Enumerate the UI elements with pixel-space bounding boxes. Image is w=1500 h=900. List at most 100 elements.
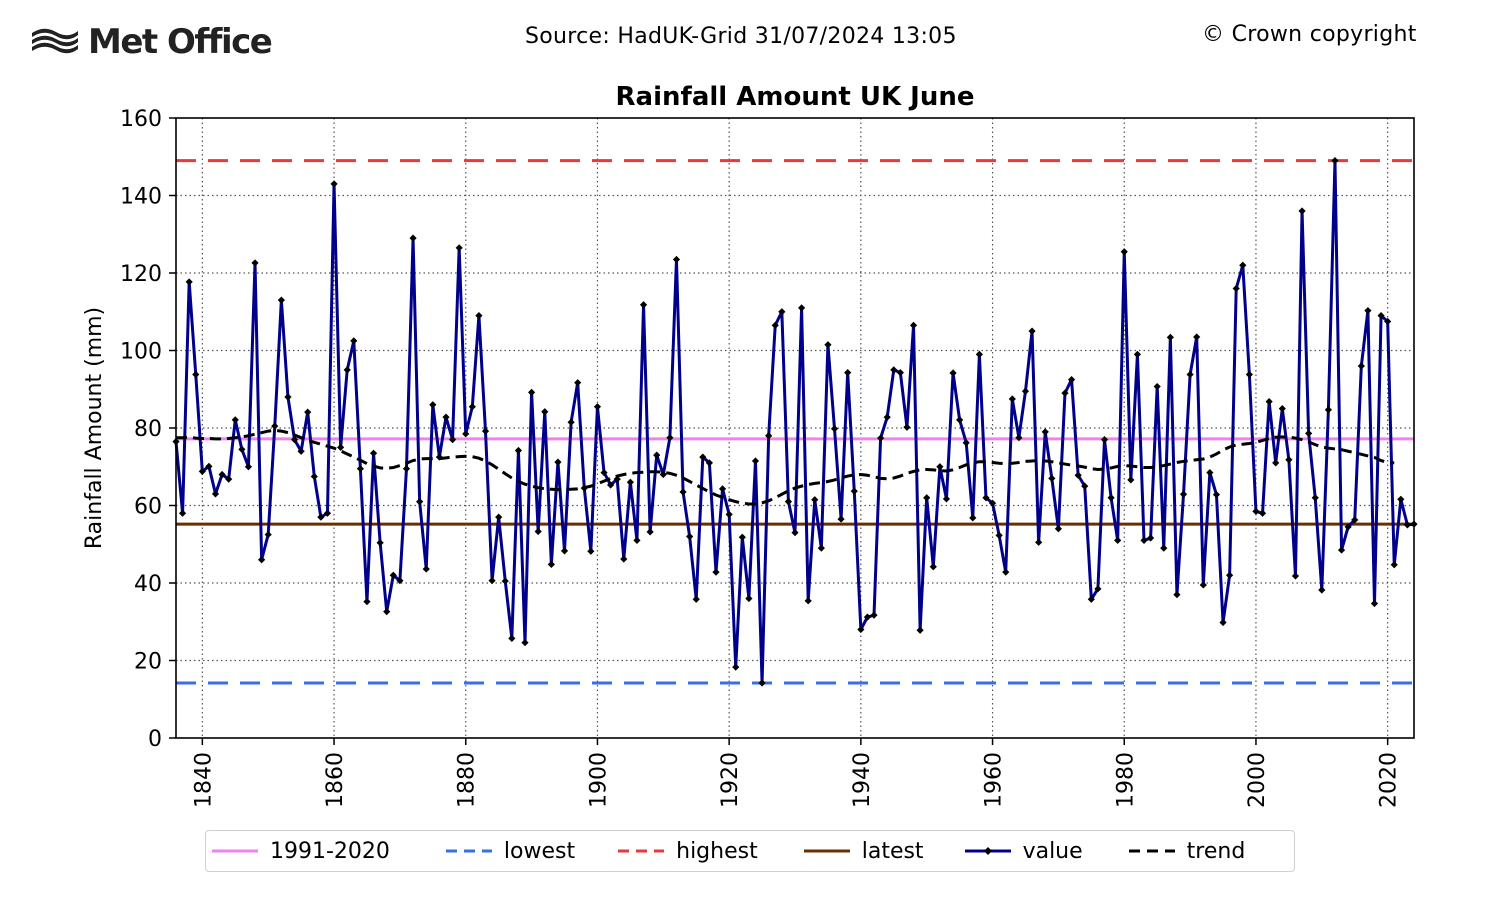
value-point — [830, 425, 839, 433]
value-point — [659, 470, 667, 479]
value-point — [1397, 495, 1405, 503]
value-point — [1390, 561, 1398, 569]
value-point — [495, 513, 503, 521]
x-tick-label: 2000 — [1245, 752, 1270, 808]
value-point — [258, 556, 266, 564]
value-point — [778, 308, 786, 316]
value-point — [205, 462, 213, 470]
value-point — [916, 626, 924, 634]
value-point — [389, 571, 397, 579]
legend-item-trend: trend — [1123, 839, 1245, 864]
value-point — [1153, 382, 1161, 391]
value-point — [1100, 436, 1109, 444]
value-point — [1226, 571, 1234, 579]
value-point — [1035, 538, 1043, 546]
value-point — [890, 366, 898, 374]
value-point — [554, 458, 562, 466]
value-point — [1324, 406, 1332, 414]
legend-label: lowest — [503, 838, 576, 864]
value-point — [1245, 370, 1253, 379]
value-point — [988, 499, 997, 507]
value-point — [304, 408, 312, 416]
value-point — [225, 475, 233, 483]
value-point — [699, 453, 707, 461]
value-point — [468, 403, 476, 411]
value-point — [1331, 157, 1339, 165]
value-point — [1094, 585, 1102, 593]
value-point — [1384, 317, 1392, 326]
value-point — [646, 528, 654, 536]
value-point — [758, 679, 766, 687]
value-point — [284, 393, 292, 401]
value-point — [1067, 375, 1076, 384]
value-point — [718, 485, 727, 493]
value-point — [310, 472, 318, 481]
value-point — [541, 408, 549, 416]
value-point — [1377, 312, 1385, 320]
value-point — [1127, 476, 1135, 484]
legend-swatch — [803, 849, 850, 853]
plot-frame — [175, 117, 1415, 739]
series-layer — [172, 157, 1418, 687]
value-point — [547, 560, 555, 568]
value-point — [218, 470, 226, 479]
value-point — [264, 530, 272, 539]
value-point — [290, 436, 299, 444]
value-point — [1199, 581, 1207, 589]
value-point — [949, 369, 957, 377]
legend-swatch — [964, 847, 1011, 855]
value-point — [1278, 405, 1286, 413]
x-tick-label: 1980 — [1113, 752, 1138, 808]
value-point — [811, 496, 819, 504]
value-point — [633, 536, 641, 544]
y-tick-label: 140 — [120, 185, 162, 210]
value-point — [1160, 544, 1168, 552]
value-point — [238, 445, 246, 453]
y-tick-label: 0 — [148, 727, 162, 752]
value-point — [870, 611, 878, 619]
value-point — [383, 608, 391, 616]
value-point — [1015, 434, 1023, 442]
value-point — [936, 463, 944, 471]
value-point — [600, 468, 608, 477]
value-point — [363, 598, 371, 606]
value-point — [725, 510, 733, 519]
value-point — [1186, 370, 1194, 379]
value-point — [1272, 459, 1280, 467]
value-point — [607, 481, 615, 489]
value-point — [429, 401, 437, 409]
value-point — [863, 613, 872, 621]
value-point — [1291, 572, 1300, 580]
value-point — [975, 350, 983, 358]
value-point — [705, 459, 713, 467]
value-point — [1232, 284, 1240, 293]
value-point — [376, 539, 384, 547]
legend-item-highest: highest — [612, 839, 758, 864]
value-point — [560, 547, 569, 555]
value-point — [613, 475, 621, 483]
value-point — [1140, 536, 1148, 544]
value-point — [323, 509, 332, 517]
value-point — [679, 488, 687, 496]
value-point — [1087, 595, 1095, 603]
value-point — [1370, 599, 1379, 608]
value-point — [1344, 523, 1352, 531]
value-point — [488, 577, 496, 585]
value-point — [1028, 327, 1036, 335]
legend-swatch — [1128, 849, 1175, 853]
value-point — [185, 278, 193, 286]
value-point — [686, 532, 694, 541]
value-point — [198, 467, 206, 475]
value-point — [1146, 534, 1155, 542]
value-point — [462, 430, 470, 438]
value-point — [422, 565, 430, 573]
value-point — [1061, 389, 1069, 397]
value-point — [797, 304, 806, 312]
value-point — [969, 514, 977, 522]
value-point — [271, 422, 279, 430]
value-point — [1364, 306, 1372, 315]
value-point — [1265, 398, 1273, 406]
value-point — [751, 457, 760, 465]
legend-label: value — [1022, 838, 1083, 864]
